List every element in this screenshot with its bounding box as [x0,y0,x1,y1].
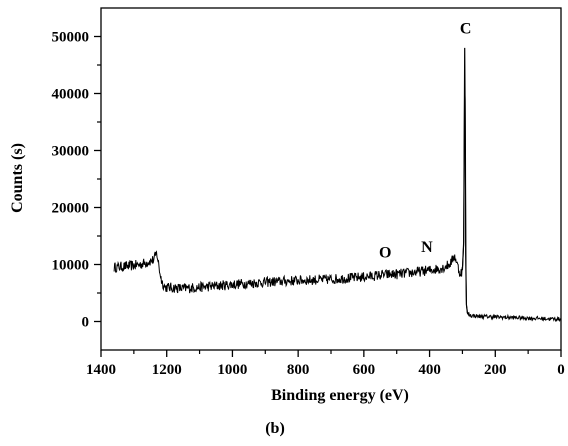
xps-spectrum-line [113,80,562,323]
x-tick-label: 1400 [86,362,116,378]
y-tick-label: 50000 [52,30,90,46]
y-tick-label: 30000 [52,144,90,160]
series-layer [113,47,562,323]
plot-frame [100,7,562,351]
y-tick-label: 0 [82,315,90,331]
x-axis-label: Binding energy (eV) [271,387,409,404]
c1s-peak-line [461,47,468,313]
y-tick-label: 40000 [52,87,90,103]
x-tick-label: 600 [353,362,376,378]
x-tick-label: 1200 [152,362,182,378]
x-tick-label: 0 [557,362,565,378]
x-tick-label: 1000 [217,362,247,378]
x-tick-label: 800 [287,362,310,378]
peak-annotation: C [460,21,472,38]
y-tick-label: 10000 [52,258,90,274]
x-tick-label: 400 [418,362,441,378]
annotations: C O N [379,21,472,262]
y-axis-label: Counts (s) [9,143,26,213]
x-tick-label: 200 [484,362,507,378]
peak-annotation: O [379,245,391,262]
axes: 1400 1200 1000 800 600 400 200 0010000200003000… [52,7,565,378]
y-tick-label: 20000 [52,201,90,217]
panel-label: (b) [265,420,285,437]
peak-annotation: N [421,239,433,256]
